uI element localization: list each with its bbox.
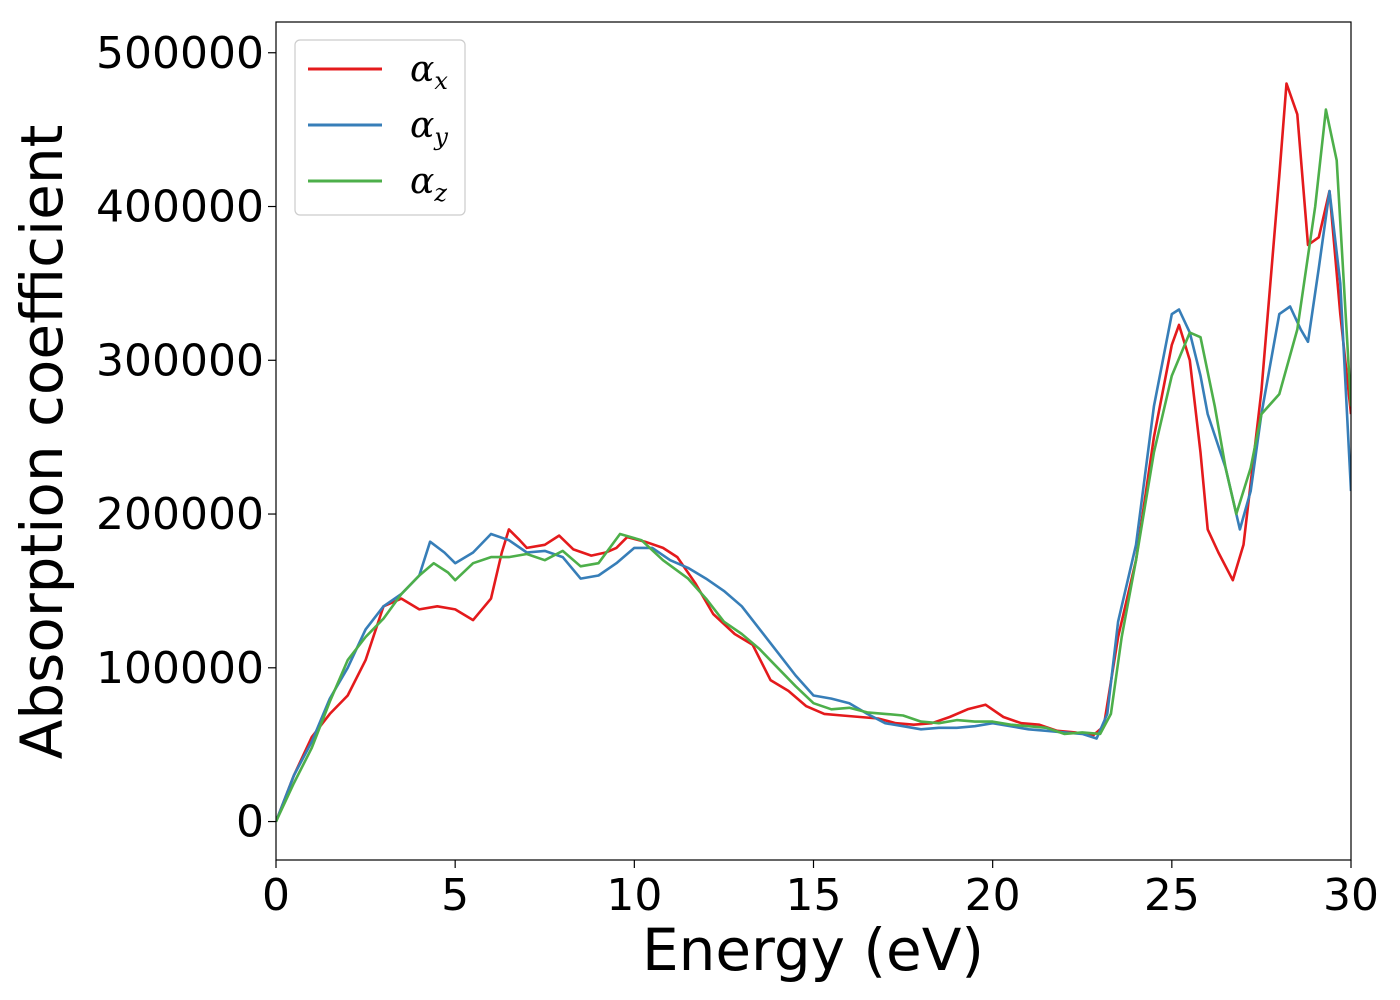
tick-layer: 0 5 10 15 20 25 30 0 100000 200000 300000 400000 500… — [96, 28, 1379, 921]
series-line-y — [276, 189, 1351, 823]
x-tick-label: 0 — [262, 870, 290, 921]
legend-subscript: z — [433, 179, 447, 207]
x-axis-label: Energy (eV) — [642, 916, 984, 984]
x-tick-label: 25 — [1144, 870, 1200, 921]
y-tick-label: 500000 — [96, 28, 264, 79]
x-tick-label: 15 — [786, 870, 842, 921]
legend-subscript: y — [433, 123, 448, 151]
y-axis-label: Absorption coefficient — [8, 125, 76, 760]
x-tick-label: 5 — [441, 870, 469, 921]
y-tick-label: 300000 — [96, 335, 264, 386]
x-tick-label: 30 — [1323, 870, 1379, 921]
legend-label-x: αx — [410, 49, 448, 95]
y-tick-label: 100000 — [96, 643, 264, 694]
y-tick-label: 200000 — [96, 489, 264, 540]
y-tick-label: 400000 — [96, 182, 264, 233]
legend-box — [294, 39, 466, 216]
y-tick-label: 0 — [236, 797, 264, 848]
series-line-z — [276, 108, 1351, 823]
x-tick-label: 20 — [965, 870, 1021, 921]
series-line-x — [276, 82, 1351, 823]
x-tick-label: 10 — [606, 870, 662, 921]
legend-subscript: x — [434, 67, 448, 95]
